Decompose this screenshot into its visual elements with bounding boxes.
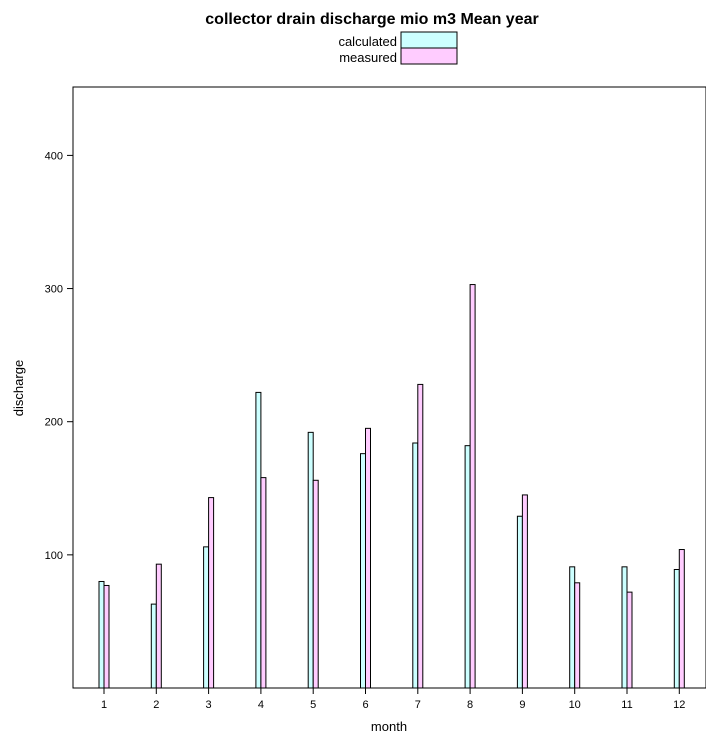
bar-measured-month-10 [574, 582, 581, 689]
legend-swatch-calculated [400, 31, 458, 49]
x-tick-label: 7 [415, 699, 421, 711]
x-axis: 1 2 3 4 5 6 7 8 9 10 11 12 [101, 688, 685, 711]
bar-calculated-month-4 [255, 391, 262, 689]
legend-label-calculated: calculated [338, 34, 397, 49]
bar-calculated-month-3 [203, 546, 210, 689]
x-tick-label: 8 [467, 699, 473, 711]
bar-measured-month-6 [365, 427, 371, 689]
y-axis-label: discharge [11, 360, 26, 416]
bar-measured-month-3 [208, 497, 215, 689]
bar-calculated-month-5 [307, 431, 314, 689]
bar-calculated-month-9 [516, 515, 523, 689]
bar-calculated-month-11 [621, 566, 628, 689]
bar-calculated-month-7 [412, 442, 419, 689]
bar-calculated-month-6 [360, 453, 366, 689]
bar-calculated-month-1 [98, 580, 105, 689]
bar-measured-month-2 [155, 563, 162, 689]
bar-calculated-month-12 [673, 568, 680, 689]
bar-calculated-month-10 [569, 566, 576, 689]
plot-frame [72, 86, 706, 689]
x-tick-label: 4 [258, 699, 264, 711]
x-tick-label: 10 [569, 699, 581, 711]
bar-measured-month-12 [678, 549, 685, 689]
legend-label-measured: measured [339, 50, 397, 65]
x-tick-label: 2 [153, 699, 159, 711]
bar-calculated-month-2 [150, 603, 157, 689]
y-tick-label: 300 [45, 284, 63, 296]
y-axis: 100 200 300 400 [45, 150, 73, 562]
bar-measured-month-9 [521, 494, 528, 689]
y-tick-label: 200 [45, 417, 63, 429]
x-tick-label: 9 [519, 699, 525, 711]
x-tick-label: 11 [621, 699, 632, 711]
bar-measured-month-11 [626, 591, 633, 689]
x-tick-label: 12 [673, 699, 685, 711]
chart-title: collector drain discharge mio m3 Mean ye… [205, 11, 538, 28]
bar-measured-month-5 [312, 479, 319, 689]
bar-measured-month-7 [417, 383, 424, 689]
x-axis-label: month [371, 719, 407, 734]
y-tick-label: 100 [45, 550, 63, 562]
x-tick-label: 6 [362, 699, 368, 711]
bar-calculated-month-8 [464, 445, 471, 689]
bar-measured-month-4 [260, 477, 267, 689]
y-tick-label: 400 [45, 150, 63, 162]
bar-measured-month-1 [103, 584, 110, 689]
x-tick-label: 5 [310, 699, 316, 711]
x-tick-label: 1 [101, 699, 107, 711]
bars [98, 284, 685, 689]
x-tick-label: 3 [206, 699, 212, 711]
legend: calculated measured [338, 31, 458, 65]
legend-swatch-measured [400, 47, 458, 65]
bar-measured-month-8 [469, 284, 476, 689]
